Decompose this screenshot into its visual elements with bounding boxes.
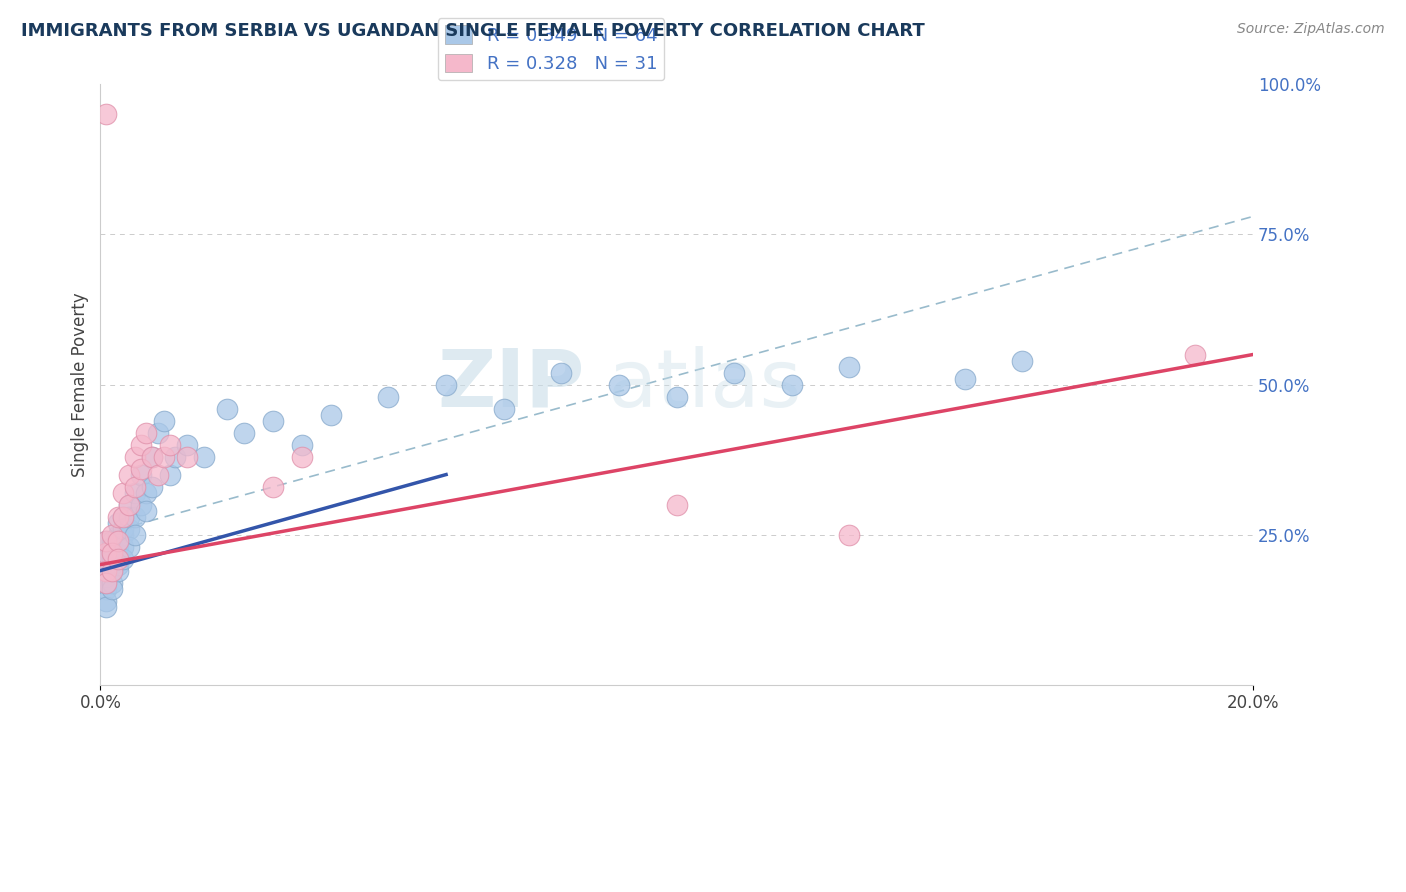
- Point: [94, 107, 117, 121]
- Point: [107, 564, 129, 578]
- Text: Source: ZipAtlas.com: Source: ZipAtlas.com: [1237, 22, 1385, 37]
- Point: [94, 575, 117, 590]
- Point: [94, 545, 117, 559]
- Text: IMMIGRANTS FROM SERBIA VS UGANDAN SINGLE FEMALE POVERTY CORRELATION CHART: IMMIGRANTS FROM SERBIA VS UGANDAN SINGLE…: [21, 22, 925, 40]
- Point: [124, 479, 146, 493]
- Point: [838, 527, 860, 541]
- Text: atlas: atlas: [607, 345, 801, 424]
- Point: [176, 450, 198, 464]
- Point: [262, 413, 284, 427]
- Point: [107, 540, 129, 554]
- Point: [107, 545, 129, 559]
- Point: [112, 551, 135, 566]
- Point: [112, 509, 135, 524]
- Point: [107, 527, 129, 541]
- Point: [176, 437, 198, 451]
- Point: [233, 425, 256, 440]
- Point: [118, 540, 141, 554]
- Point: [101, 564, 124, 578]
- Point: [319, 408, 342, 422]
- Point: [112, 527, 135, 541]
- Point: [94, 564, 117, 578]
- Point: [124, 509, 146, 524]
- Point: [101, 582, 124, 596]
- Point: [107, 533, 129, 548]
- Point: [94, 533, 117, 548]
- Point: [101, 558, 124, 572]
- Point: [141, 479, 163, 493]
- Point: [118, 498, 141, 512]
- Point: [94, 599, 117, 614]
- Point: [101, 533, 124, 548]
- Point: [94, 533, 117, 548]
- Point: [665, 390, 688, 404]
- Point: [723, 366, 745, 380]
- Point: [101, 527, 124, 541]
- Point: [838, 359, 860, 374]
- Point: [129, 461, 152, 475]
- Y-axis label: Single Female Poverty: Single Female Poverty: [72, 293, 89, 477]
- Point: [165, 450, 187, 464]
- Point: [159, 467, 181, 482]
- Point: [152, 413, 174, 427]
- Point: [193, 450, 215, 464]
- Point: [124, 527, 146, 541]
- Point: [1184, 347, 1206, 361]
- Point: [262, 479, 284, 493]
- Point: [135, 425, 157, 440]
- Point: [135, 503, 157, 517]
- Point: [141, 450, 163, 464]
- Point: [101, 545, 124, 559]
- Point: [112, 522, 135, 536]
- Point: [118, 467, 141, 482]
- Point: [1011, 353, 1033, 368]
- Point: [94, 564, 117, 578]
- Point: [217, 401, 239, 416]
- Point: [141, 450, 163, 464]
- Point: [129, 437, 152, 451]
- Point: [107, 509, 129, 524]
- Point: [135, 485, 157, 500]
- Point: [94, 569, 117, 583]
- Point: [94, 575, 117, 590]
- Point: [550, 366, 572, 380]
- Point: [118, 509, 141, 524]
- Point: [953, 371, 976, 385]
- Point: [607, 377, 630, 392]
- Point: [434, 377, 457, 392]
- Point: [129, 498, 152, 512]
- Point: [159, 437, 181, 451]
- Point: [101, 545, 124, 559]
- Point: [377, 390, 399, 404]
- Point: [101, 551, 124, 566]
- Point: [94, 593, 117, 607]
- Point: [112, 485, 135, 500]
- Point: [112, 540, 135, 554]
- Text: ZIP: ZIP: [437, 345, 585, 424]
- Point: [107, 558, 129, 572]
- Point: [118, 498, 141, 512]
- Point: [146, 425, 169, 440]
- Point: [94, 582, 117, 596]
- Point: [124, 450, 146, 464]
- Point: [291, 437, 314, 451]
- Point: [124, 485, 146, 500]
- Point: [107, 551, 129, 566]
- Point: [152, 450, 174, 464]
- Point: [492, 401, 515, 416]
- Point: [665, 498, 688, 512]
- Point: [780, 377, 803, 392]
- Point: [94, 545, 117, 559]
- Point: [94, 551, 117, 566]
- Point: [112, 509, 135, 524]
- Point: [118, 522, 141, 536]
- Point: [129, 467, 152, 482]
- Point: [101, 575, 124, 590]
- Point: [101, 564, 124, 578]
- Point: [101, 540, 124, 554]
- Point: [291, 450, 314, 464]
- Point: [94, 558, 117, 572]
- Point: [107, 516, 129, 530]
- Point: [146, 467, 169, 482]
